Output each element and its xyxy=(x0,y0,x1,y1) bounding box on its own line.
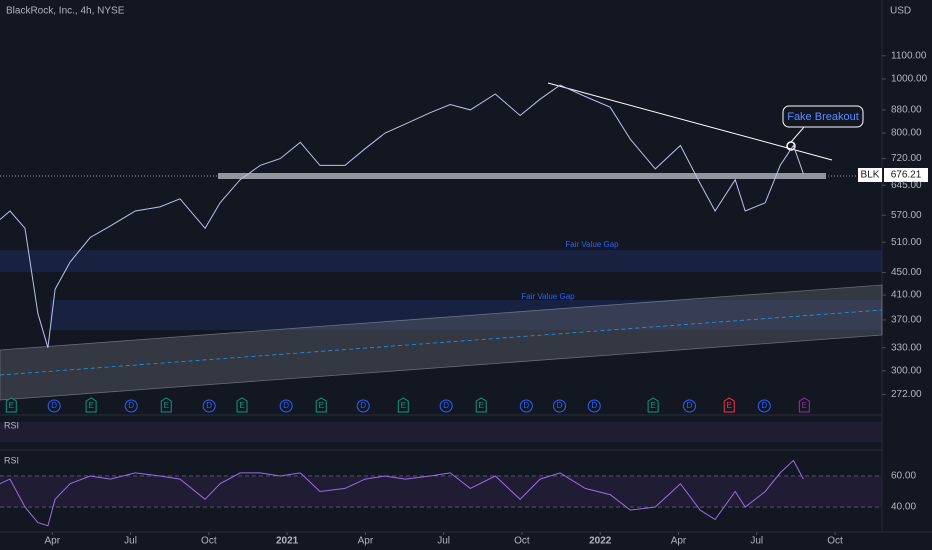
x-tick-label: Jul xyxy=(124,536,137,547)
event-label: E xyxy=(164,401,169,410)
y-tick-label: 510.00 xyxy=(891,237,922,248)
channel-mid xyxy=(0,309,883,376)
callout-pointer xyxy=(790,125,806,143)
event-marker xyxy=(587,399,601,413)
y-tick-label: 1100.00 xyxy=(891,50,927,61)
event-label: E xyxy=(650,401,655,410)
event-marker xyxy=(47,399,61,413)
x-tick-label: Oct xyxy=(514,536,530,547)
rsi-band xyxy=(0,476,882,507)
x-tick-label: Oct xyxy=(827,536,843,547)
x-tick-label: 2021 xyxy=(276,536,299,547)
event-marker xyxy=(553,399,567,413)
y-tick-label: 800.00 xyxy=(891,128,922,139)
event-label: D xyxy=(206,401,212,410)
y-tick-label: 300.00 xyxy=(891,365,922,376)
y-tick-label: 410.00 xyxy=(891,290,922,301)
pane-label: RSI xyxy=(4,420,19,430)
event-marker xyxy=(723,397,735,413)
chart-title: BlackRock, Inc., 4h, NYSE xyxy=(6,6,125,17)
currency: USD xyxy=(890,6,911,17)
y-tick-label: 645.00 xyxy=(891,180,922,191)
event-marker xyxy=(397,397,409,413)
event-marker xyxy=(439,399,453,413)
event-marker xyxy=(279,399,293,413)
event-marker xyxy=(647,397,659,413)
event-label: D xyxy=(283,401,289,410)
x-tick-label: Jul xyxy=(750,536,763,547)
event-label: E xyxy=(401,401,406,410)
x-tick-label: Apr xyxy=(671,536,687,547)
symbol-label: BLK xyxy=(861,170,880,181)
x-tick-label: 2022 xyxy=(589,536,612,547)
event-label: E xyxy=(9,401,14,410)
pane-label: RSI xyxy=(4,455,19,465)
event-marker xyxy=(682,399,696,413)
event-label: D xyxy=(128,401,134,410)
annotation: Fair Value Gap xyxy=(565,240,619,249)
event-marker xyxy=(160,397,172,413)
y-tick-label: 1000.00 xyxy=(891,74,928,85)
event-label: E xyxy=(727,401,732,410)
price-line xyxy=(0,84,804,348)
price-box xyxy=(884,168,928,182)
event-label: D xyxy=(557,401,563,410)
event-label: D xyxy=(443,401,449,410)
event-label: D xyxy=(360,401,366,410)
event-marker xyxy=(315,397,327,413)
event-label: D xyxy=(523,401,529,410)
fvg-zone xyxy=(0,250,882,272)
annotation: Fake Breakout xyxy=(787,111,859,123)
x-tick-label: Apr xyxy=(358,536,374,547)
y-tick-label: 330.00 xyxy=(891,342,922,353)
event-label: D xyxy=(51,401,57,410)
last-price: 676.21 xyxy=(891,170,922,181)
y-tick-label: 720.00 xyxy=(891,153,922,164)
x-tick-label: Apr xyxy=(45,536,61,547)
event-marker xyxy=(124,399,138,413)
event-label: E xyxy=(239,401,244,410)
rsi-tick-label: 40.00 xyxy=(891,502,916,513)
annotation: Fair Value Gap xyxy=(521,292,575,301)
fvg-zone xyxy=(50,300,882,330)
symbol-box xyxy=(858,168,882,182)
y-tick-label: 272.00 xyxy=(891,389,922,400)
y-tick-label: 880.00 xyxy=(891,105,922,116)
rsi-tick-label: 60.00 xyxy=(891,471,916,482)
event-marker xyxy=(475,397,487,413)
event-label: E xyxy=(802,401,807,410)
event-marker xyxy=(519,399,533,413)
callout-box xyxy=(782,105,864,128)
event-label: D xyxy=(591,401,597,410)
y-tick-label: 370.00 xyxy=(891,315,922,326)
event-marker xyxy=(85,397,97,413)
event-marker xyxy=(757,399,771,413)
event-marker xyxy=(5,397,17,413)
event-label: E xyxy=(479,401,484,410)
event-label: E xyxy=(88,401,93,410)
event-marker xyxy=(236,397,248,413)
event-marker xyxy=(202,399,216,413)
rsi-band xyxy=(0,422,882,442)
event-label: D xyxy=(687,401,693,410)
y-tick-label: 450.00 xyxy=(891,267,922,278)
rsi-line xyxy=(0,459,804,527)
trendline xyxy=(547,82,833,161)
event-label: D xyxy=(761,401,767,410)
event-marker xyxy=(798,397,810,413)
x-tick-label: Oct xyxy=(201,536,217,547)
y-tick-label: 570.00 xyxy=(891,210,922,221)
event-label: E xyxy=(319,401,324,410)
x-tick-label: Jul xyxy=(437,536,450,547)
event-marker xyxy=(356,399,370,413)
